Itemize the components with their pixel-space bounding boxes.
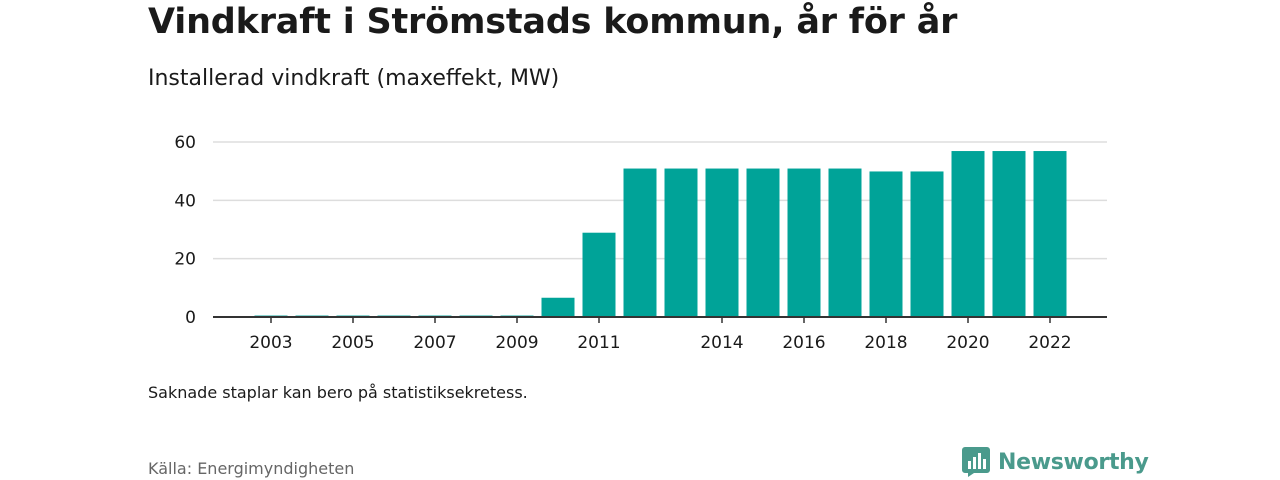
- bar-2015: [746, 168, 780, 317]
- y-tick-labels: 0 20 40 60: [174, 133, 196, 328]
- x-tick-label: 2003: [249, 333, 292, 353]
- bar-2017: [828, 168, 862, 317]
- y-tick-label: 60: [174, 133, 196, 153]
- y-tick-label: 40: [174, 191, 196, 211]
- bar-2016: [787, 168, 821, 317]
- x-tick-label: 2009: [495, 333, 538, 353]
- x-tick-label: 2007: [413, 333, 456, 353]
- axes: [213, 316, 1107, 323]
- x-tick-label: 2014: [700, 333, 743, 353]
- x-tick-label: 2005: [331, 333, 374, 353]
- x-tick-labels: 2003 2005 2007 2009 2011 2014 2016 2018 2020 2022: [249, 333, 1071, 353]
- x-tick-label: 2018: [864, 333, 907, 353]
- brand-name: Newsworthy: [998, 449, 1149, 475]
- y-tick-label: 20: [174, 250, 196, 270]
- x-tick-label: 2016: [782, 333, 825, 353]
- bar-2010: [541, 297, 575, 317]
- bar-2020: [951, 151, 985, 317]
- x-tick-label: 2011: [577, 333, 620, 353]
- bar-2011: [582, 232, 616, 317]
- bar-2012: [623, 168, 657, 317]
- y-tick-label: 0: [185, 308, 196, 328]
- bar-2021: [992, 151, 1026, 317]
- chart-note: Saknade staplar kan bero på statistiksek…: [148, 383, 528, 402]
- x-tick-label: 2022: [1028, 333, 1071, 353]
- source-text: Källa: Energimyndigheten: [148, 459, 355, 478]
- bars: [254, 151, 1067, 317]
- x-tick-label: 2020: [946, 333, 989, 353]
- bar-chart-logo-icon: [962, 447, 990, 477]
- chart-title: Vindkraft i Strömstads kommun, år för år: [148, 2, 958, 42]
- bar-2018: [869, 171, 903, 317]
- chart-subtitle: Installerad vindkraft (maxeffekt, MW): [148, 66, 560, 91]
- bar-2022: [1033, 151, 1067, 317]
- bar-2019: [910, 171, 944, 317]
- bar-2013: [664, 168, 698, 317]
- newsworthy-logo: Newsworthy: [962, 447, 1149, 477]
- bar-chart: 0 20 40 60 2003 2005 2007 2009 2011 2014 2016 2018…: [174, 133, 1107, 353]
- bar-2014: [705, 168, 739, 317]
